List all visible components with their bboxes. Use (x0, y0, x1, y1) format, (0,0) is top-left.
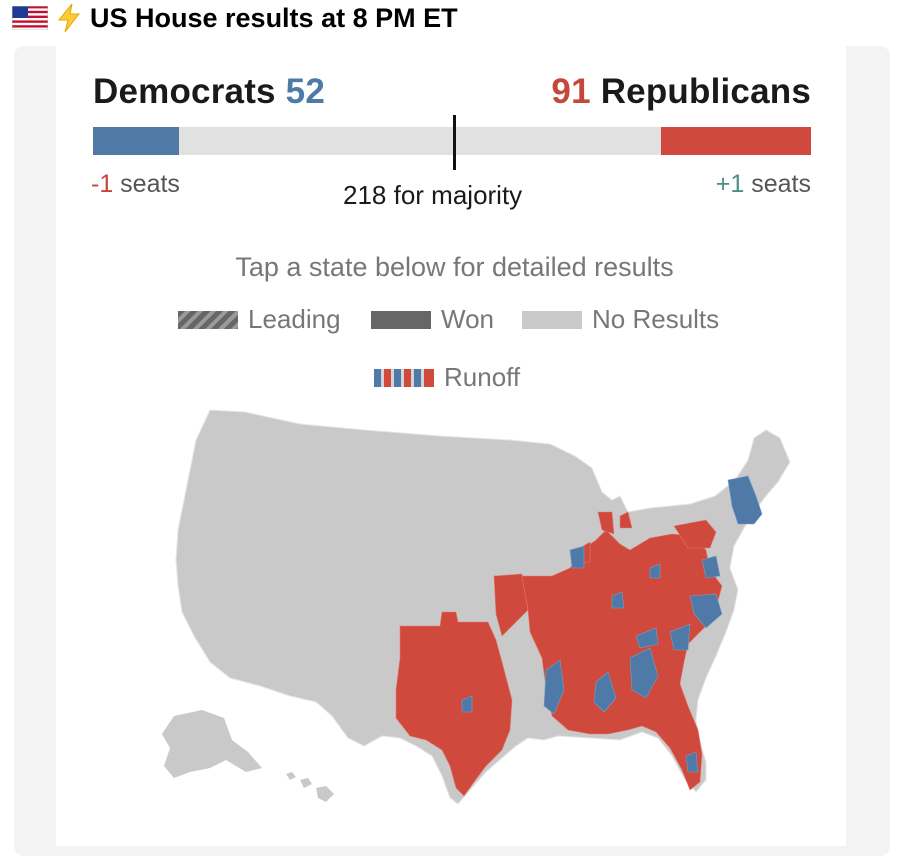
solid-swatch-icon (371, 310, 431, 329)
democrats-tally: Democrats 52 (93, 72, 325, 112)
democrats-seat-bar (93, 127, 179, 155)
republicans-change-suffix: seats (744, 170, 811, 198)
map-alaska[interactable] (162, 710, 262, 778)
post-header: US House results at 8 PM ET (12, 0, 892, 36)
republicans-seat-count: 91 (551, 72, 591, 111)
light-swatch-icon (522, 310, 582, 329)
hatched-swatch-icon (178, 310, 238, 329)
democrats-seat-change: -1 seats (91, 170, 180, 199)
majority-label: 218 for majority (343, 180, 523, 210)
legend-runoff-label: Runoff (444, 362, 521, 392)
post-title: US House results at 8 PM ET (90, 2, 458, 33)
republicans-change-value: +1 (715, 170, 745, 198)
democrats-label: Democrats (93, 72, 276, 111)
republicans-seat-change: +1 seats (716, 170, 811, 199)
map-hawaii[interactable] (286, 772, 334, 802)
legend-no-results: No Results (522, 304, 719, 335)
striped-swatch-icon (374, 368, 434, 387)
legend-leading-label: Leading (248, 304, 341, 334)
map-instruction: Tap a state below for detailed results (235, 252, 674, 282)
seat-bar-track (93, 127, 811, 155)
us-house-district-map[interactable] (150, 400, 810, 820)
map-republican-districts[interactable] (395, 511, 723, 797)
legend-runoff: Runoff (374, 362, 520, 393)
republicans-label: Republicans (600, 72, 811, 111)
republicans-tally: 91 Republicans (551, 72, 811, 112)
legend-leading: Leading (178, 304, 341, 335)
us-flag-icon (12, 6, 48, 30)
republicans-seat-bar (660, 127, 811, 155)
legend-won-label: Won (441, 304, 494, 334)
map-democratic-districts[interactable] (461, 475, 763, 773)
legend-won: Won (371, 304, 494, 335)
democrats-change-value: -1 (91, 170, 114, 198)
lightning-bolt-icon (57, 3, 81, 33)
majority-marker (453, 115, 456, 170)
legend-no-results-label: No Results (592, 304, 720, 334)
democrats-change-suffix: seats (113, 170, 180, 198)
democrats-seat-count: 52 (285, 72, 325, 111)
